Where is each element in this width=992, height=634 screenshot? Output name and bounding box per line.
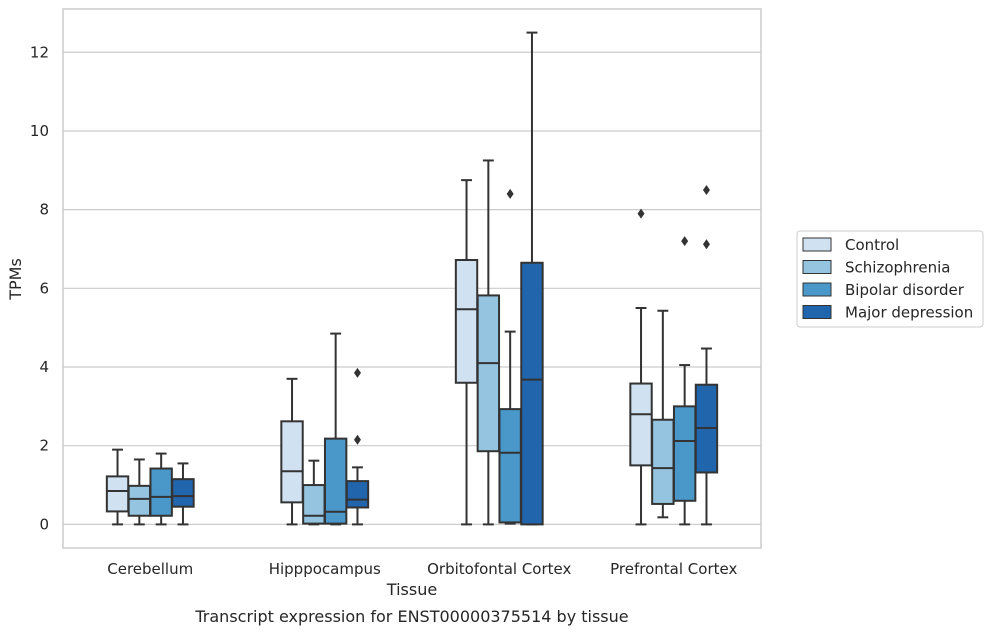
box xyxy=(280,420,304,504)
box-plot xyxy=(345,367,370,526)
box xyxy=(171,478,195,508)
outlier-point xyxy=(353,434,361,445)
y-tick-label: 10 xyxy=(30,122,49,140)
outlier-point xyxy=(702,184,710,195)
box-plot-series xyxy=(105,31,719,526)
box-plot xyxy=(280,377,304,526)
box-plot xyxy=(498,188,522,525)
box-plot xyxy=(629,208,653,526)
box-plot xyxy=(302,459,326,526)
box xyxy=(105,475,130,513)
legend: Control Schizophrenia Bipolar disorder Majo… xyxy=(796,230,984,328)
x-axis-label: Tissue xyxy=(386,580,437,599)
outlier-point xyxy=(353,367,361,378)
outlier-point xyxy=(506,188,514,199)
legend-swatch xyxy=(802,237,832,252)
box-plot xyxy=(694,184,719,526)
box-plot xyxy=(105,448,130,526)
box-plot xyxy=(672,236,697,526)
y-tick-label: 6 xyxy=(39,279,49,297)
box xyxy=(302,484,326,525)
legend-frame xyxy=(796,230,984,328)
box xyxy=(345,480,370,509)
plot-frame xyxy=(62,8,762,549)
box-plot xyxy=(127,458,152,526)
box xyxy=(498,408,522,524)
box xyxy=(149,467,173,517)
y-tick-label: 4 xyxy=(39,358,49,376)
y-tick-label: 12 xyxy=(30,43,49,61)
legend-swatch xyxy=(802,260,832,274)
x-tick-label: Orbitofontal Cortex xyxy=(427,560,571,578)
box xyxy=(127,484,152,517)
box xyxy=(520,261,544,526)
x-tick-label: Hipppocampus xyxy=(269,560,381,578)
legend-swatch xyxy=(802,305,832,319)
legend-swatch xyxy=(802,282,832,297)
outlier-point xyxy=(637,208,645,219)
box-plot xyxy=(149,452,173,526)
box xyxy=(672,405,697,502)
box-plot xyxy=(476,159,501,526)
chart-caption: Transcript expression for ENST0000037551… xyxy=(194,607,628,626)
box-plot xyxy=(171,462,195,526)
series-major-depression xyxy=(171,31,719,526)
y-axis-ticks: 0 2 4 6 8 10 12 xyxy=(30,43,49,533)
box-plot xyxy=(651,309,675,519)
box xyxy=(651,418,675,505)
box-plot xyxy=(323,332,348,526)
x-tick-label: Prefrontal Cortex xyxy=(610,560,737,578)
legend-label: Schizophrenia xyxy=(845,259,950,277)
y-tick-label: 2 xyxy=(39,437,49,455)
y-axis-label: TPMs xyxy=(6,258,25,301)
series-schizophrenia xyxy=(127,159,675,526)
box-plot xyxy=(454,179,479,526)
outlier-point xyxy=(681,236,689,247)
box xyxy=(629,382,653,467)
x-axis-ticks: Cerebellum Hipppocampus Orbitofontal Corte… xyxy=(107,560,737,578)
legend-label: Bipolar disorder xyxy=(845,281,965,299)
legend-label: Control xyxy=(845,236,899,254)
box-plot xyxy=(520,31,544,526)
y-tick-label: 0 xyxy=(39,515,49,533)
box xyxy=(476,294,501,453)
gridlines xyxy=(63,51,761,525)
series-control xyxy=(105,179,653,526)
series-bipolar-disorder xyxy=(149,188,697,526)
legend-label: Major depression xyxy=(845,304,973,322)
box xyxy=(454,259,479,384)
x-tick-label: Cerebellum xyxy=(107,560,193,578)
outlier-point xyxy=(702,239,710,250)
y-tick-label: 8 xyxy=(39,201,49,219)
